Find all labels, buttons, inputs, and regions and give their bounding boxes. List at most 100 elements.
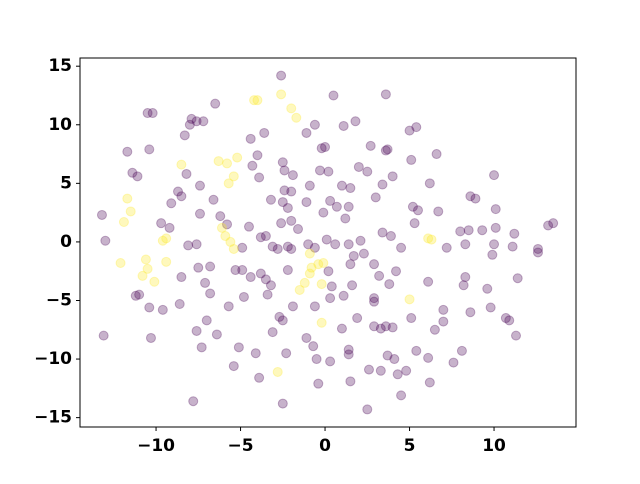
point (157, 304, 168, 315)
point (369, 321, 380, 332)
point (237, 265, 248, 276)
point (228, 361, 239, 372)
point (343, 201, 354, 212)
point (216, 222, 227, 233)
point (490, 204, 501, 215)
point (532, 243, 543, 254)
point (387, 322, 398, 333)
point (318, 258, 329, 268)
point (507, 241, 518, 252)
point (293, 224, 304, 235)
point (233, 342, 244, 353)
point (96, 209, 107, 220)
point (176, 159, 187, 170)
point (156, 218, 167, 229)
point (213, 156, 224, 167)
point (127, 167, 138, 178)
point (196, 342, 207, 353)
point (98, 330, 109, 341)
point (279, 165, 290, 176)
point (186, 113, 197, 124)
point (500, 313, 511, 324)
point (259, 127, 270, 138)
point (424, 178, 435, 189)
point (465, 191, 476, 202)
point (489, 170, 500, 181)
point (353, 161, 364, 172)
point (385, 231, 396, 242)
point (448, 357, 459, 368)
point (343, 239, 354, 250)
y-tick-label: −5 (46, 290, 72, 310)
point (465, 307, 476, 318)
point (384, 279, 395, 290)
point (382, 144, 393, 155)
point (161, 233, 172, 244)
point (309, 242, 320, 253)
point (512, 273, 523, 284)
point (265, 280, 276, 291)
point (326, 281, 337, 292)
point (325, 356, 336, 367)
point (230, 265, 241, 276)
point (254, 172, 265, 183)
point (294, 284, 305, 295)
point (458, 280, 469, 291)
point (179, 130, 190, 141)
point (343, 349, 354, 360)
point (282, 202, 293, 213)
point (412, 205, 423, 216)
point (396, 390, 407, 401)
point (255, 232, 266, 243)
point (316, 279, 327, 290)
point (140, 254, 151, 265)
point (543, 220, 554, 231)
point (147, 108, 158, 119)
y-tick-label: 15 (48, 56, 72, 76)
point (200, 277, 211, 288)
point (369, 293, 380, 304)
point (304, 180, 315, 191)
point (267, 241, 278, 252)
point (260, 231, 271, 242)
point (463, 225, 474, 236)
point (161, 256, 172, 267)
point (194, 208, 205, 219)
point (276, 89, 287, 100)
point (308, 341, 319, 352)
point (470, 193, 481, 204)
point (115, 258, 126, 268)
point (396, 242, 407, 253)
point (132, 171, 143, 182)
point (423, 276, 434, 287)
point (176, 191, 187, 202)
point (262, 289, 273, 300)
point (487, 249, 498, 260)
point (276, 70, 287, 81)
y-tick-label: −15 (34, 408, 72, 428)
point (286, 215, 297, 226)
point (406, 154, 417, 165)
point (380, 145, 391, 156)
point (281, 348, 292, 359)
point (286, 186, 297, 197)
point (338, 120, 349, 131)
point (401, 365, 412, 376)
point (380, 321, 391, 332)
point (328, 90, 339, 101)
point (228, 171, 239, 182)
point (406, 313, 417, 324)
point (243, 221, 254, 232)
point (122, 146, 133, 157)
point (369, 259, 380, 270)
point (303, 239, 314, 250)
point (509, 228, 520, 239)
point (316, 317, 327, 328)
point (330, 239, 341, 250)
point (277, 315, 288, 326)
point (215, 211, 226, 222)
point (222, 219, 233, 230)
point (345, 376, 356, 387)
